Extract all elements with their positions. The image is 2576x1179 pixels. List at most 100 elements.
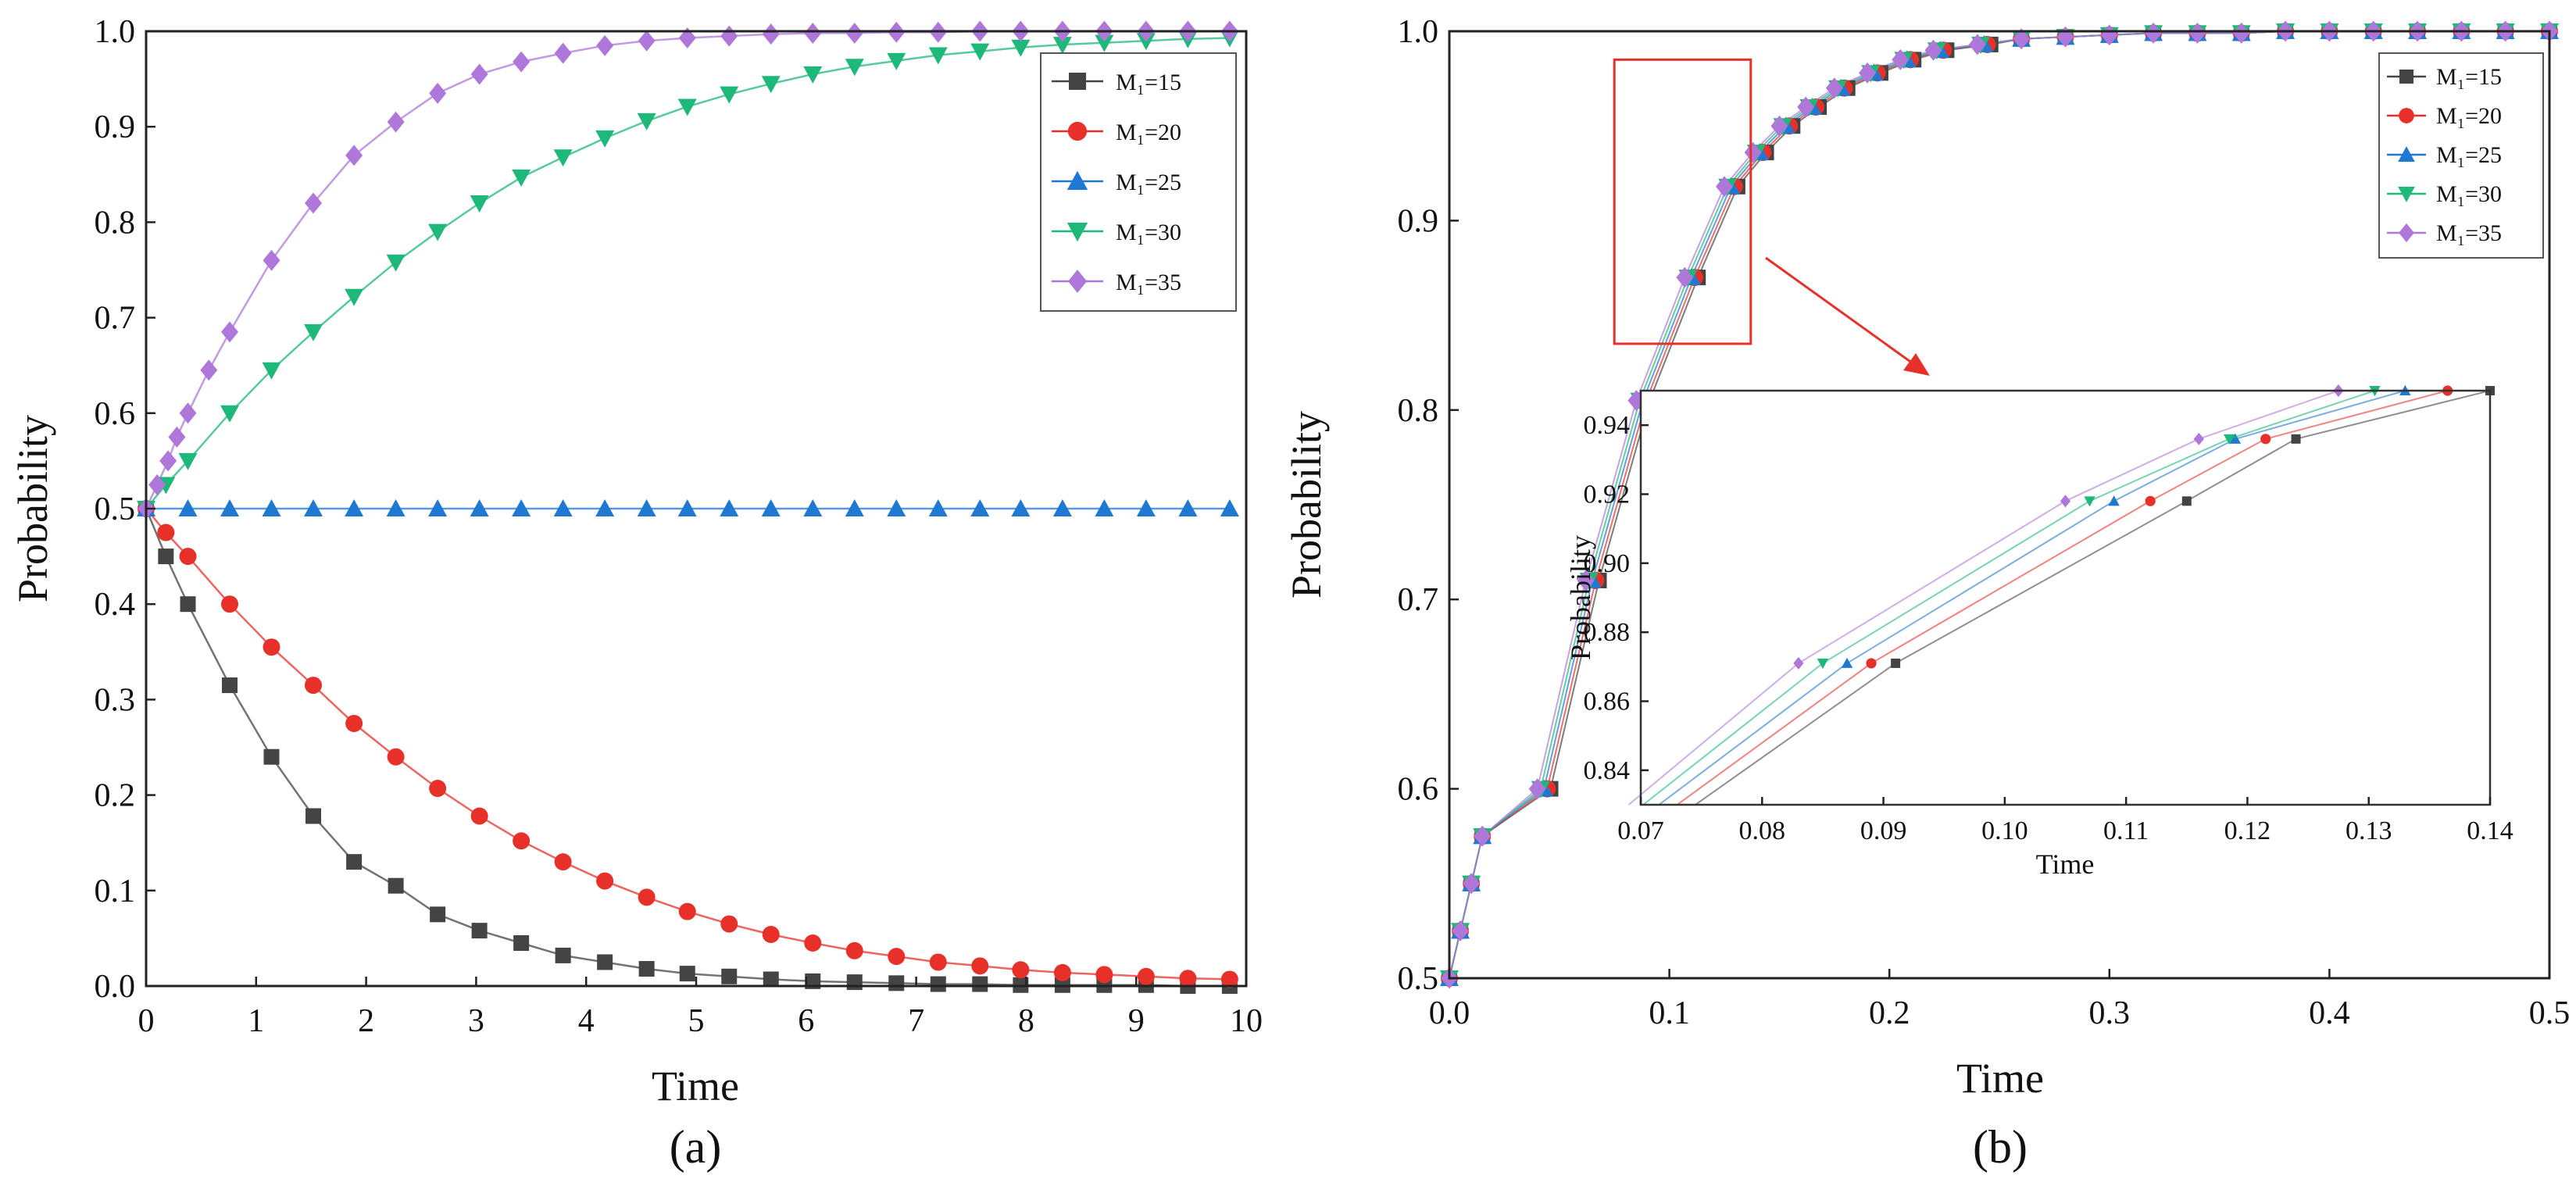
panel-b-legend-marker: [2398, 146, 2415, 162]
inset-point-m35: [1793, 656, 1804, 670]
panel-b-x-tick-label: 0.0: [1429, 995, 1470, 1031]
panel-a-point-m30: [470, 195, 489, 213]
panel-b-legend-marker: [2399, 108, 2414, 123]
panel-a-point-m35: [221, 321, 239, 343]
panel-a-point-m15: [555, 947, 571, 963]
inset-point-m15: [2181, 496, 2192, 506]
panel-a-point-m20: [845, 941, 863, 959]
panel-a-point-m15: [222, 677, 238, 694]
panel-a-point-m30: [720, 86, 739, 104]
panel-b-zoom-box: [1613, 58, 1752, 345]
panel-a-point-m35: [804, 22, 822, 44]
panel-a-x-tick-label: 10: [1230, 1003, 1263, 1039]
panel-b-x-tick-label: 0.1: [1649, 995, 1690, 1031]
panel-a-point-m20: [1220, 970, 1238, 988]
panel-b-y-tick-label: 0.5: [1398, 961, 1439, 997]
inset-point-m25: [1841, 657, 1853, 668]
inset-point-m30: [2084, 496, 2095, 507]
panel-a-point-m25: [512, 499, 531, 516]
inset-x-tick-label: 0.07: [1617, 816, 1664, 845]
panel-b-point-m35: [1744, 141, 1762, 163]
panel-a-point-m15: [305, 808, 322, 824]
inset-point-m20: [2260, 434, 2271, 445]
panel-a-point-m25: [928, 499, 948, 516]
panel-a-x-tick-label: 5: [688, 1003, 705, 1039]
inset-x-tick-label: 0.14: [2467, 816, 2513, 845]
panel-b-point-m35: [1528, 778, 1546, 800]
panel-b-legend-label: M₁=20: [2436, 103, 2502, 129]
panel-a-point-m35: [168, 426, 186, 448]
panel-b-point-m35: [1463, 873, 1481, 895]
panel-a-point-m20: [221, 595, 239, 613]
panel-a-y-tick-label: 0.8: [95, 205, 136, 241]
panel-a-y-axis-title: Probability: [9, 415, 56, 602]
panel-a-x-tick-label: 6: [798, 1003, 814, 1039]
inset-x-tick-label: 0.11: [2103, 816, 2149, 845]
panel-b-legend-marker: [2398, 187, 2415, 202]
inset-x-tick-label: 0.12: [2224, 816, 2271, 845]
panel-a-point-m25: [553, 499, 573, 516]
panel-a-point-m35: [148, 473, 166, 495]
panel-a-legend-label: M₁=25: [1116, 170, 1181, 195]
panel-b-frame: [1448, 30, 2551, 980]
panel-b-legend: M₁=15 M₁=20 M₁=25 M₁=30 M₁=35: [2378, 52, 2544, 259]
panel-b-y-tick-label: 0.9: [1398, 203, 1439, 239]
panel-a-point-m15: [846, 974, 863, 991]
panel-a-y-tick-label: 0.2: [95, 778, 136, 814]
panel-a-x-tick-label: 7: [908, 1003, 924, 1039]
panel-a-point-m20: [1137, 967, 1155, 985]
panel-a-x-tick-label: 8: [1018, 1003, 1034, 1039]
panel-b-point-m35: [1452, 920, 1470, 941]
panel-a-point-m25: [803, 499, 823, 516]
panel-a-point-m15: [513, 935, 530, 952]
panel-a-point-m25: [1136, 499, 1156, 516]
panel-a-label: (a): [670, 1121, 722, 1173]
panel-a-point-m20: [1012, 961, 1030, 979]
panel-a-point-m25: [637, 499, 656, 516]
panel-a-legend-marker: [1067, 121, 1088, 141]
panel-a-point-m20: [1179, 970, 1197, 988]
panel-a-point-m30: [178, 452, 198, 470]
inset-frame: [1639, 389, 2492, 806]
panel-a-point-m25: [595, 499, 615, 516]
panel-b-x-tick-label: 0.5: [2529, 995, 2571, 1031]
inset-point-m20: [1866, 658, 1877, 669]
panel-a-point-m15: [930, 976, 946, 992]
panel-a-point-m25: [220, 499, 240, 516]
panel-b-point-m35: [2013, 28, 2031, 50]
panel-b-x-axis-title: Time: [1956, 1055, 2044, 1102]
panel-a-point-m35: [720, 25, 738, 47]
panel-a-point-m25: [470, 499, 489, 516]
panel-a-x-axis-title: Time: [652, 1063, 739, 1109]
panel-a-point-m25: [1178, 499, 1198, 516]
panel-a-point-m35: [179, 402, 197, 424]
panel-b-label: (b): [1973, 1121, 2028, 1173]
panel-a-y-tick-label: 0.9: [95, 109, 136, 145]
inset-point-m20: [2145, 495, 2156, 506]
panel-b-point-m35: [1924, 39, 1942, 61]
panel-a-legend-marker: [1066, 223, 1088, 242]
panel-a-point-m30: [803, 66, 823, 84]
panel-b-point-m35: [1676, 266, 1694, 288]
panel-a-point-m15: [346, 854, 363, 870]
panel-a-point-m35: [678, 27, 696, 49]
panel-a-point-m25: [1011, 499, 1031, 516]
panel-a-legend-marker: [1066, 170, 1088, 190]
panel-b-point-m35: [1577, 570, 1595, 591]
panel-a-point-m35: [305, 192, 323, 214]
panel-a-point-m30: [428, 223, 448, 241]
panel-a-point-m25: [386, 499, 406, 516]
panel-a-point-m35: [263, 249, 280, 271]
panel-a-point-m25: [970, 499, 990, 516]
inset-x-tick-label: 0.09: [1860, 816, 1907, 845]
panel-b: 0.0 0.1 0.2 0.3 0.4 0.5 0.5 0.6 0.7 0.8 0.9 1.0 Tim…: [1283, 14, 2570, 1173]
panel-b-legend-label: M₁=35: [2436, 220, 2502, 246]
panel-a-point-m15: [158, 548, 174, 565]
panel-a-point-m20: [387, 748, 405, 766]
panel-a-point-m15: [180, 596, 196, 613]
panel-b-x-tick-label: 0.3: [2089, 995, 2131, 1031]
panel-a-point-m30: [970, 43, 990, 61]
panel-a-point-m25: [761, 499, 781, 516]
panel-a-point-m15: [638, 961, 655, 977]
panel-a-x-tick-label: 4: [578, 1003, 595, 1039]
